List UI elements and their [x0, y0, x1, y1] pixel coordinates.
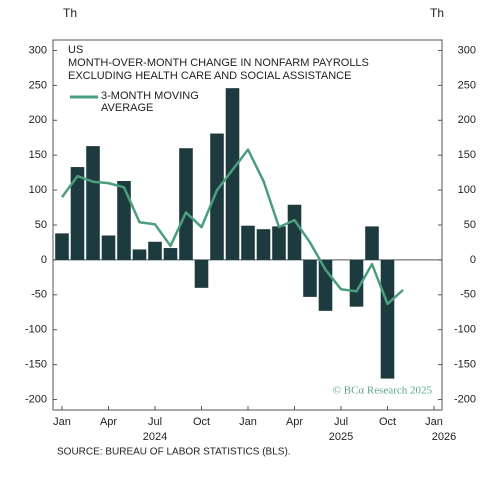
x-tick-label: Jul [334, 416, 348, 428]
year-label: 2025 [329, 431, 353, 443]
bar [132, 249, 147, 260]
y-tick-label: 0 [41, 254, 47, 266]
bar [163, 248, 178, 260]
x-tick-label: Jan [425, 416, 443, 428]
y-tick-label: -150 [25, 359, 47, 371]
y-tick-label: -200 [25, 393, 47, 405]
bar [241, 225, 255, 260]
y2-tick-label: 50 [464, 219, 476, 231]
x-tick-label: Jul [148, 416, 162, 428]
y-tick-label: 200 [29, 114, 47, 126]
legend-label: 3-MONTH MOVING AVERAGE [101, 90, 199, 114]
y2-tick-label: -200 [454, 393, 476, 405]
year-label: 2026 [432, 431, 456, 443]
source: SOURCE: BUREAU OF LABOR STATISTICS (BLS)… [57, 447, 291, 458]
bar [287, 204, 302, 260]
y-tick-label: 100 [29, 184, 47, 196]
y2-tick-label: 150 [458, 149, 476, 161]
y2-tick-label: 250 [458, 79, 476, 91]
y2-tick-label: 200 [458, 114, 476, 126]
bar [194, 259, 209, 288]
bar [101, 235, 116, 260]
bar [349, 259, 364, 307]
y2-tick-label: 0 [470, 254, 476, 266]
y-tick-label: -100 [25, 324, 47, 336]
x-tick-label: Jan [53, 416, 71, 428]
bar [55, 233, 69, 260]
bar [117, 181, 131, 260]
bar [303, 259, 317, 297]
x-tick-label: Apr [286, 416, 303, 428]
bar [148, 241, 162, 260]
y-tick-label: -50 [31, 289, 47, 301]
x-tick-label: Oct [379, 416, 396, 428]
bar [179, 148, 193, 260]
legend: 3-MONTH MOVING AVERAGE [101, 90, 199, 114]
x-tick-label: Oct [193, 416, 210, 428]
bar [272, 226, 286, 260]
bar [365, 226, 379, 260]
y-unit: Th [63, 6, 77, 20]
bar [225, 88, 240, 260]
watermark: © BCα Research 2025 [333, 385, 433, 397]
line [60, 148, 404, 306]
y-tick-label: 250 [29, 79, 47, 91]
y2-tick-label: 100 [458, 184, 476, 196]
bar [380, 259, 395, 379]
y2-tick-label: -150 [454, 359, 476, 371]
y2-tick-label: 300 [458, 44, 476, 56]
chart-title: MONTH-OVER-MONTH CHANGE IN NONFARM PAYRO… [68, 57, 369, 69]
y-tick-label: 300 [29, 44, 47, 56]
chart-title: EXCLUDING HEALTH CARE AND SOCIAL ASSISTA… [68, 70, 351, 82]
y-tick-label: 50 [35, 219, 47, 231]
chart-title: US [68, 44, 83, 56]
y2-tick-label: -100 [454, 324, 476, 336]
y-tick-label: 150 [29, 149, 47, 161]
year-label: 2024 [143, 431, 167, 443]
y2-unit: Th [430, 6, 444, 20]
bar [210, 133, 224, 260]
bar [86, 146, 100, 260]
x-tick-label: Jan [239, 416, 257, 428]
x-tick-label: Apr [100, 416, 117, 428]
bar [70, 167, 85, 260]
y2-tick-label: -50 [460, 289, 476, 301]
bar [256, 229, 271, 260]
